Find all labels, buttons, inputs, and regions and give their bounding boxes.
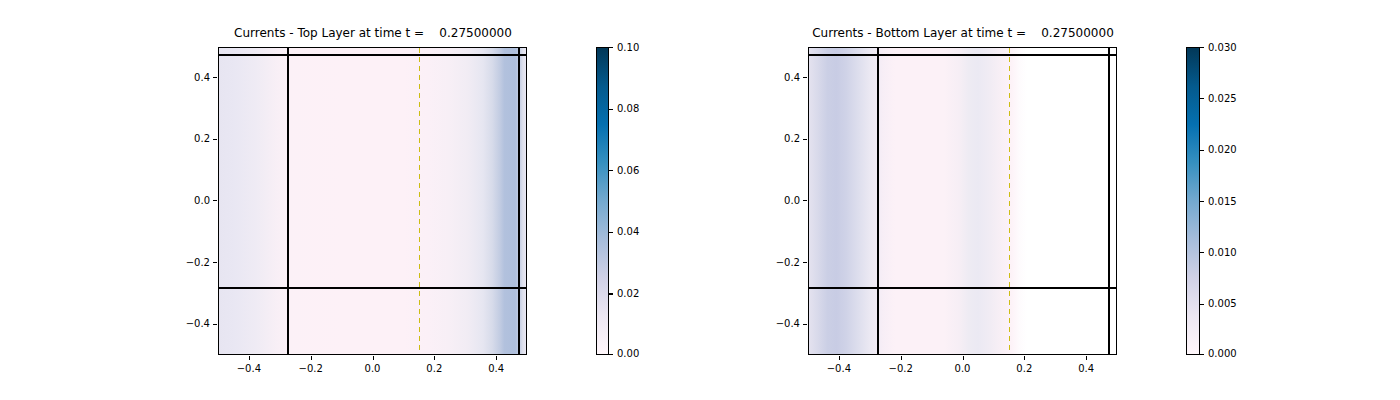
colorbar-tick-label: 0.04: [617, 226, 639, 238]
tick-mark: [609, 293, 613, 294]
tick-mark: [434, 356, 435, 360]
colorbar-tick-label: 0.025: [1208, 93, 1237, 105]
tick-mark: [496, 356, 497, 360]
colorbar-tick-label: 0.010: [1208, 247, 1237, 259]
colorbar-tick-label: 0.00: [617, 348, 639, 360]
tick-mark: [963, 356, 964, 360]
x-tick-label: 0.4: [488, 363, 504, 375]
top-layer-vline-left: [287, 48, 289, 354]
tick-mark: [213, 139, 217, 140]
y-tick-label: −0.4: [160, 318, 210, 330]
top-layer-dashed-line: [419, 48, 421, 354]
colorbar-tick-label: 0.000: [1208, 348, 1237, 360]
tick-mark: [1200, 304, 1204, 305]
top-layer-hline-lower: [219, 287, 526, 289]
y-tick-label: −0.2: [750, 257, 800, 269]
colorbar-tick-label: 0.030: [1208, 42, 1237, 54]
x-tick-label: −0.2: [889, 363, 913, 375]
figure-canvas: Currents - Top Layer at time t = 0.27500…: [0, 0, 1400, 400]
tick-mark: [609, 170, 613, 171]
tick-mark: [901, 356, 902, 360]
tick-mark: [609, 47, 613, 48]
bottom-layer-vline-left: [877, 48, 879, 354]
tick-mark: [609, 109, 613, 110]
top-layer-vline-right: [518, 48, 520, 354]
x-tick-label: 0.2: [1016, 363, 1032, 375]
y-tick-label: 0.2: [750, 133, 800, 145]
top-layer-heatmap: [218, 47, 527, 355]
colorbar-tick-label: 0.005: [1208, 298, 1237, 310]
y-tick-label: 0.4: [750, 72, 800, 84]
bottom-layer-dashed-line: [1009, 48, 1011, 354]
tick-mark: [609, 232, 613, 233]
tick-mark: [249, 356, 250, 360]
bottom-layer-hline-upper: [809, 54, 1116, 56]
bottom-layer-colorbar: [1186, 47, 1200, 355]
tick-mark: [609, 354, 613, 355]
tick-mark: [213, 262, 217, 263]
tick-mark: [1200, 354, 1204, 355]
x-tick-label: 0.4: [1078, 363, 1094, 375]
tick-mark: [803, 324, 807, 325]
tick-mark: [1200, 252, 1204, 253]
tick-mark: [1086, 356, 1087, 360]
tick-mark: [803, 200, 807, 201]
tick-mark: [839, 356, 840, 360]
tick-mark: [213, 77, 217, 78]
x-tick-label: −0.4: [237, 363, 261, 375]
y-tick-label: −0.4: [750, 318, 800, 330]
tick-mark: [1200, 150, 1204, 151]
bottom-layer-title: Currents - Bottom Layer at time t = 0.27…: [708, 26, 1218, 40]
tick-mark: [213, 324, 217, 325]
tick-mark: [213, 200, 217, 201]
tick-mark: [803, 262, 807, 263]
x-tick-label: 0.0: [365, 363, 381, 375]
tick-mark: [1200, 201, 1204, 202]
colorbar-tick-label: 0.020: [1208, 144, 1237, 156]
top-layer-colorbar: [596, 47, 609, 355]
y-tick-label: 0.0: [750, 195, 800, 207]
colorbar-tick-label: 0.10: [617, 42, 639, 54]
tick-mark: [1024, 356, 1025, 360]
tick-mark: [803, 139, 807, 140]
bottom-layer-heatmap: [808, 47, 1117, 355]
colorbar-tick-label: 0.08: [617, 103, 639, 115]
tick-mark: [373, 356, 374, 360]
tick-mark: [311, 356, 312, 360]
x-tick-label: 0.2: [426, 363, 442, 375]
y-tick-label: −0.2: [160, 257, 210, 269]
y-tick-label: 0.0: [160, 195, 210, 207]
colorbar-tick-label: 0.06: [617, 165, 639, 177]
x-tick-label: −0.2: [299, 363, 323, 375]
y-tick-label: 0.4: [160, 72, 210, 84]
colorbar-tick-label: 0.02: [617, 288, 639, 300]
bottom-layer-vline-right: [1108, 48, 1110, 354]
x-tick-label: 0.0: [955, 363, 971, 375]
top-layer-title: Currents - Top Layer at time t = 0.27500…: [118, 26, 628, 40]
x-tick-label: −0.4: [827, 363, 851, 375]
bottom-layer-hline-lower: [809, 287, 1116, 289]
colorbar-tick-label: 0.015: [1208, 196, 1237, 208]
y-tick-label: 0.2: [160, 133, 210, 145]
tick-mark: [803, 77, 807, 78]
tick-mark: [1200, 47, 1204, 48]
bottom-layer-heatmap-bands: [809, 48, 1116, 354]
top-layer-heatmap-bands: [219, 48, 526, 354]
top-layer-hline-upper: [219, 54, 526, 56]
tick-mark: [1200, 98, 1204, 99]
